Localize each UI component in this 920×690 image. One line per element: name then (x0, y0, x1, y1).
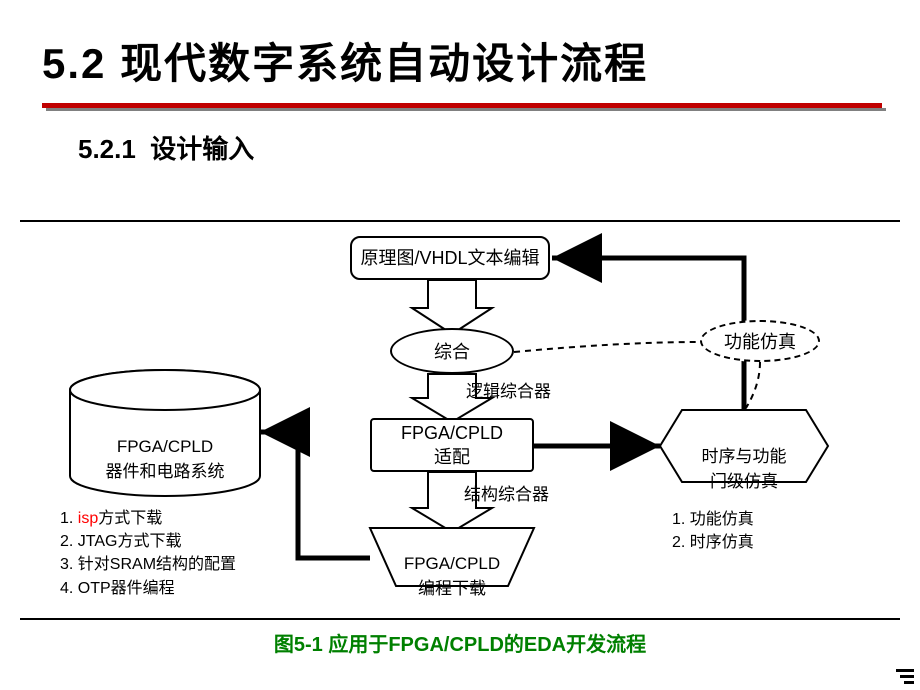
node-funcsim: 功能仿真 (700, 320, 820, 362)
node-fit: FPGA/CPLD 适配 (370, 418, 534, 472)
subtitle-number: 5.2.1 (78, 134, 136, 164)
node-synth: 综合 (390, 328, 514, 374)
corner-ornament (892, 662, 914, 684)
page-title: 5.2 现代数字系统自动设计流程 (0, 0, 920, 103)
list-item: 2. 时序仿真 (672, 531, 754, 554)
list-item: 1. 功能仿真 (672, 508, 754, 531)
figure-caption: 图5-1 应用于FPGA/CPLD的EDA开发流程 (0, 628, 920, 657)
list-item: 3. 针对SRAM结构的配置 (60, 553, 236, 576)
left-list: 1. isp方式下载 2. JTAG方式下载 3. 针对SRAM结构的配置 4.… (60, 507, 236, 600)
node-edit-text: 原理图/VHDL文本编辑 (360, 246, 539, 270)
node-prog-text: FPGA/CPLD 编程下载 (370, 534, 534, 599)
subtitle-text: 设计输入 (150, 134, 254, 164)
title-number: 5.2 (42, 40, 106, 87)
right-list: 1. 功能仿真 2. 时序仿真 (672, 508, 754, 554)
node-sim-text: 时序与功能 门级仿真 (668, 422, 820, 492)
node-synth-text: 综合 (434, 338, 470, 364)
list-item: 4. OTP器件编程 (60, 577, 236, 600)
label-logic-synth: 逻辑综合器 (466, 377, 551, 402)
isp-label: isp (78, 510, 98, 527)
list-item: 2. JTAG方式下载 (60, 530, 236, 553)
list-item: 1. isp方式下载 (60, 507, 236, 530)
node-edit: 原理图/VHDL文本编辑 (350, 236, 550, 280)
node-funcsim-text: 功能仿真 (724, 328, 796, 354)
node-device-text: FPGA/CPLD 器件和电路系统 (70, 417, 260, 482)
label-struct-synth: 结构综合器 (464, 480, 549, 505)
title-text: 现代数字系统自动设计流程 (120, 40, 648, 87)
flowchart-diagram: 原理图/VHDL文本编辑 综合 FPGA/CPLD 适配 FPGA/CPLD 编… (20, 220, 900, 620)
subtitle: 5.2.1 设计输入 (0, 111, 920, 166)
node-fit-text: FPGA/CPLD 适配 (401, 421, 503, 470)
